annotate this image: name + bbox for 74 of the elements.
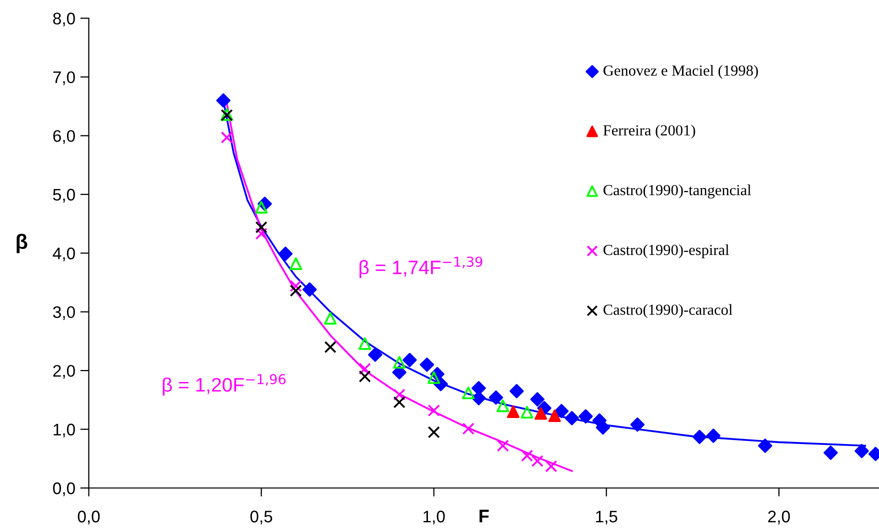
point: [302, 282, 317, 297]
point: [578, 409, 593, 424]
x-tick-label: 0,0: [78, 510, 100, 524]
point: [290, 257, 302, 270]
point: [255, 228, 268, 240]
point: [496, 400, 510, 412]
point: [706, 428, 720, 443]
point: [472, 391, 486, 406]
point: [392, 365, 406, 380]
point: [402, 352, 417, 368]
point: [358, 337, 372, 350]
point: [854, 444, 869, 458]
point: [255, 201, 268, 214]
point: [278, 246, 293, 261]
y-tick-label: 1,0: [54, 424, 75, 438]
point: [393, 356, 406, 369]
point: [216, 93, 230, 108]
point: [520, 450, 534, 462]
annotation: β = 1,74F$^{−1,39}$: [360, 256, 482, 278]
point: [564, 411, 579, 426]
point: [496, 440, 509, 452]
y-tick-label: 7,0: [53, 71, 75, 86]
annotation: β = 1,20F$^{−1,96}$: [162, 374, 286, 396]
point: [758, 438, 772, 453]
y-tick-label: 6,0: [53, 130, 75, 144]
point: [428, 404, 440, 417]
point: [506, 405, 520, 418]
point: [290, 280, 302, 292]
point: [531, 454, 544, 468]
point: [462, 386, 475, 400]
y-tick-label: 0,0: [53, 482, 75, 496]
y-tick-label: 3,0: [53, 306, 75, 320]
point: [220, 131, 233, 144]
y-tick-label: 2,0: [53, 364, 75, 379]
point: [534, 407, 548, 420]
x-tick-label: 1,0: [424, 510, 445, 524]
point: [692, 430, 707, 444]
point: [548, 409, 561, 422]
point: [596, 420, 610, 435]
y-tick-label: 4,0: [52, 248, 75, 262]
point: [393, 396, 406, 408]
point: [428, 426, 440, 438]
point: [420, 358, 434, 372]
y-tick-label: 5,0: [53, 188, 75, 203]
point: [462, 422, 474, 435]
point: [393, 388, 406, 401]
legend-label: Ferreira (2001): [603, 124, 696, 139]
point: [824, 446, 838, 460]
point: [488, 390, 504, 405]
point: [520, 406, 534, 419]
point: [255, 221, 268, 234]
x-axis-title: F: [480, 510, 489, 522]
point: [428, 371, 440, 384]
point: [358, 370, 371, 382]
point: [324, 312, 337, 325]
legend-label: Genovez e Maciel (1998): [604, 64, 758, 79]
x-tick-label: 0,5: [250, 510, 272, 524]
point: [554, 404, 569, 418]
point: [545, 460, 558, 472]
x-tick-label: 2,0: [768, 510, 790, 524]
legend-label: Castro(1990)-tangencial: [604, 184, 752, 198]
point: [324, 341, 336, 354]
legend-label: Castro(1990)-caracol: [604, 304, 732, 318]
legend-label: Castro(1990)-espiral: [604, 244, 730, 258]
point: [530, 392, 544, 406]
point: [510, 384, 524, 398]
point: [630, 417, 645, 432]
point: [472, 381, 486, 396]
point: [358, 362, 371, 375]
point: [290, 284, 302, 297]
point: [368, 348, 382, 362]
y-axis-title: β: [16, 234, 28, 254]
y-tick-label: 8,0: [53, 12, 75, 26]
x-tick-label: 1,5: [596, 510, 618, 524]
